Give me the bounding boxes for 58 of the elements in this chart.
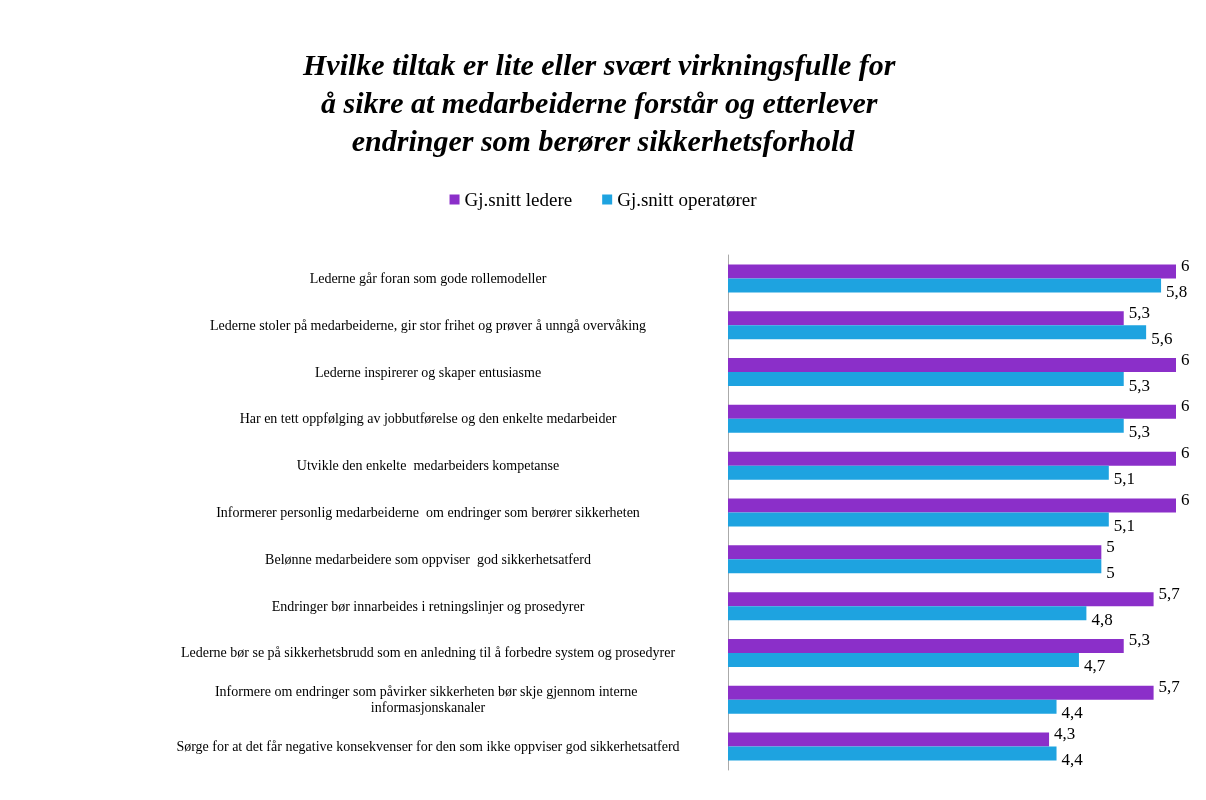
data-label: 6 xyxy=(1181,255,1190,275)
data-label: 5,3 xyxy=(1128,302,1150,322)
data-label: 5,3 xyxy=(1128,422,1150,442)
y-tick-label: Informerer personlig medarbeiderne om endringer som berører sikkerheten xyxy=(216,505,640,520)
data-label: 5 xyxy=(1106,536,1115,556)
data-label: 5,8 xyxy=(1166,281,1188,301)
bar xyxy=(728,311,1124,326)
y-tick-label: Belønne medarbeidere som oppviser god sikkerhetsatferd xyxy=(265,551,591,567)
bar xyxy=(728,404,1176,419)
bar xyxy=(728,559,1102,574)
data-label: 5,3 xyxy=(1128,630,1150,650)
data-label: 5,6 xyxy=(1151,328,1173,348)
legend-label: Gj.snitt operatører xyxy=(617,189,758,210)
data-label: 5,1 xyxy=(1113,469,1136,489)
bar xyxy=(728,732,1050,747)
y-tick-label: Informere om endringer som påvirker sikkerheten bør skje gjennom interne informasjonskanaler xyxy=(214,684,642,716)
bar xyxy=(728,372,1124,387)
bar xyxy=(728,278,1162,293)
bar xyxy=(728,606,1087,621)
chart-title: Hvilke tiltak er lite eller svært virkningsfulle for å sikre at medarbeiderne forstår og etterlever endringer som berører sikkerhetsforhold xyxy=(302,47,903,157)
bar xyxy=(728,746,1057,761)
legend-label: Gj.snitt ledere xyxy=(464,189,573,210)
y-tick-label: Lederne inspirerer og skaper entusiasme xyxy=(314,364,542,380)
data-label: 5,3 xyxy=(1128,375,1150,395)
data-label: 6 xyxy=(1181,443,1190,463)
bar xyxy=(728,264,1176,279)
bar xyxy=(728,592,1154,607)
data-label: 4,3 xyxy=(1054,724,1076,744)
data-label: 5,7 xyxy=(1158,677,1181,697)
bar xyxy=(728,512,1109,527)
y-tick-label: Endringer bør innarbeides i retningslinjer og prosedyrer xyxy=(271,598,585,614)
data-label: 6 xyxy=(1181,396,1190,416)
y-tick-label: Lederne stoler på medarbeiderne, gir stor frihet og prøver å unngå overvåking xyxy=(209,317,647,333)
data-label: 5,1 xyxy=(1113,516,1136,535)
data-label: 4,7 xyxy=(1083,656,1106,676)
data-label: 4,8 xyxy=(1091,609,1113,629)
y-tick-label: Lederne går foran som gode rollemodeller xyxy=(309,270,547,286)
y-tick-label: Sørge for at det får negative konsekvenser for den som ikke oppviser god sikkerhetsatferd xyxy=(176,739,680,755)
bar xyxy=(728,465,1109,480)
bar xyxy=(728,358,1176,373)
bar xyxy=(728,638,1124,653)
data-label: 4,4 xyxy=(1061,703,1084,723)
data-label: 5,7 xyxy=(1158,583,1181,603)
bar xyxy=(728,451,1176,466)
bar xyxy=(728,545,1102,560)
data-label: 5 xyxy=(1106,562,1115,582)
bar xyxy=(728,652,1079,667)
bar xyxy=(728,498,1176,513)
y-tick-label: Lederne bør se på sikkerhetsbrudd som en anledning til å forbedre system og prosedyrer xyxy=(180,645,676,661)
bar xyxy=(728,325,1147,340)
data-label: 6 xyxy=(1181,490,1190,509)
y-tick-label: Utvikle den enkelte medarbeiders kompetanse xyxy=(296,458,560,474)
y-tick-label: Har en tett oppfølging av jobbutførelse og den enkelte medarbeider xyxy=(239,411,617,427)
bar xyxy=(728,418,1124,433)
data-label: 4,4 xyxy=(1061,750,1084,770)
bar xyxy=(728,685,1154,700)
data-label: 6 xyxy=(1181,349,1190,369)
bar xyxy=(728,699,1057,714)
